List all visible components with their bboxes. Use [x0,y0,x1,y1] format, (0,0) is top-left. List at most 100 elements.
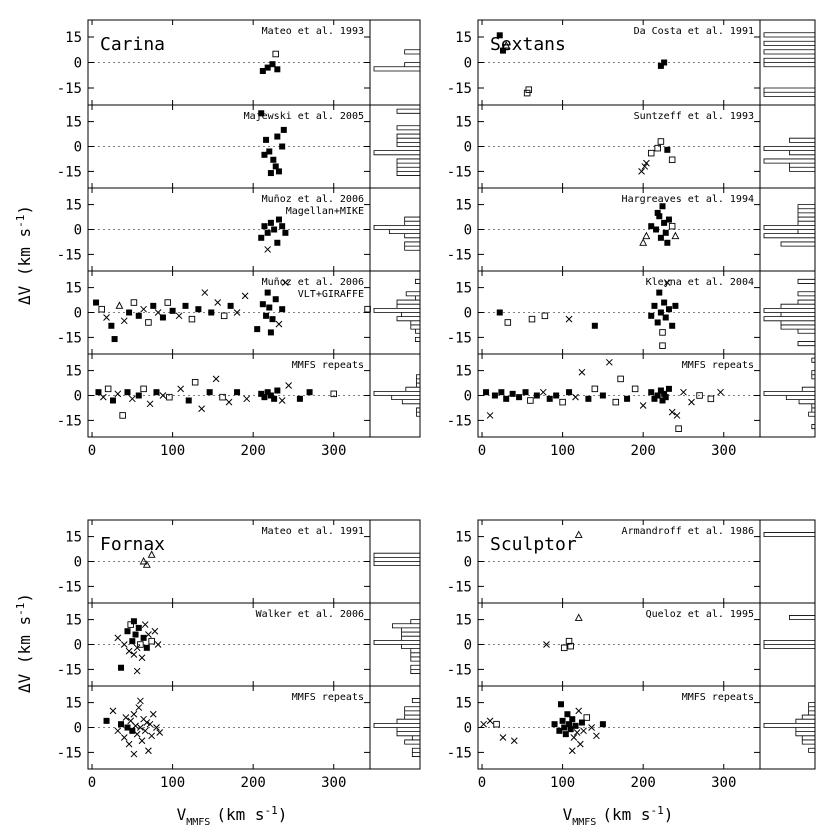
point-filled-square [258,390,265,397]
point-filled-square [124,724,131,731]
point-filled-square [516,394,523,401]
point-cross [643,159,650,167]
point-filled-square [561,724,568,731]
panel: 15 0 -15 MMFS repeats [57,685,421,770]
point-filled-square [135,624,142,631]
cross-stroke [638,168,645,175]
point-open-square [560,644,568,652]
data-points [480,701,606,755]
point-open-square [707,395,715,403]
point-filled-square [258,110,265,117]
point-filled-square [272,163,279,170]
point-open-square [272,50,279,58]
cross-stroke [141,621,149,628]
point-filled-square [111,336,118,343]
point-cross [580,727,587,735]
point-open-square [166,393,173,401]
point-cross [159,392,167,399]
point-cross [572,393,579,401]
point-cross [141,727,149,735]
panel: 15 0 -15 Queloz et al. 1995 [447,602,816,687]
point-cross [282,279,289,286]
cross-stroke [141,727,149,735]
point-open-square [591,385,599,393]
point-filled-square [126,309,133,316]
x-tick-label: 0 [88,775,96,791]
y-tick-label: 0 [464,555,472,571]
y-tick-label: -15 [447,164,472,180]
cross-stroke [201,289,209,296]
cross-stroke [140,715,147,723]
y-tick-label: 0 [464,56,472,72]
point-filled-square [261,394,268,401]
point-filled-square [551,721,558,728]
data-points [496,279,679,349]
point-open-square [137,641,144,648]
y-tick-label: -15 [57,164,82,180]
panel-reference-label: Walker et al. 2006 [256,609,364,620]
data-points [93,279,371,343]
point-filled-square [599,392,606,399]
point-cross [145,747,152,755]
point-filled-square [296,395,303,402]
y-tick-label: -15 [447,81,472,97]
cross-stroke [243,395,251,403]
histogram [373,686,421,769]
point-filled-square [264,289,271,296]
point-filled-square [578,719,585,726]
point-filled-square [185,397,192,404]
cross-stroke [663,279,671,286]
panel-reference-label: MMFS repeats [682,360,754,371]
point-cross [122,714,130,721]
point-filled-square [130,618,137,625]
data-points [95,375,337,419]
point-open-square [119,412,126,419]
chart-carina: 15 0 -15 Mateo et al. 1993 Carina 15 0 -15 Majew… [57,19,421,459]
point-filled-square [108,322,115,329]
y-tick-label: 15 [455,115,472,131]
y-tick-label: -15 [57,247,82,263]
point-filled-square [672,302,679,309]
x-tick-label: 100 [160,775,185,791]
point-filled-square [491,392,498,399]
panel-reference-label: Suntzeff et al. 1993 [634,111,754,122]
point-cross [576,740,584,748]
cross-stroke [480,720,487,728]
point-filled-square [93,299,100,306]
point-cross [605,358,613,366]
point-filled-square [654,319,661,326]
galaxy-name: Sextans [490,34,566,55]
histogram [763,105,816,188]
point-filled-square [648,389,655,396]
point-cross [133,730,141,738]
point-filled-square [150,302,157,309]
point-open-square [559,398,566,406]
x-tick-label: 200 [241,443,266,459]
y-tick-label: 15 [65,696,82,712]
point-filled-square [665,306,672,313]
cross-stroke [570,734,578,741]
cross-stroke [137,697,144,705]
point-filled-square [274,387,281,394]
point-cross [717,388,724,396]
cross-stroke [641,163,649,170]
point-filled-square [562,731,569,738]
histogram [763,271,816,354]
point-open-square [219,393,226,401]
point-cross [149,710,157,718]
cross-stroke [214,299,222,306]
data-points [543,613,583,652]
cross-stroke [154,309,162,316]
cross-stroke [133,667,141,675]
y-tick-label: 0 [464,306,472,322]
point-open-square [617,375,624,383]
point-filled-square [591,322,598,329]
point-cross [264,246,272,253]
data-points [258,110,287,177]
point-cross [233,309,241,316]
y-tick-label: 0 [464,140,472,156]
point-filled-square [661,299,668,306]
cross-stroke [130,750,138,758]
cross-stroke [140,305,147,313]
